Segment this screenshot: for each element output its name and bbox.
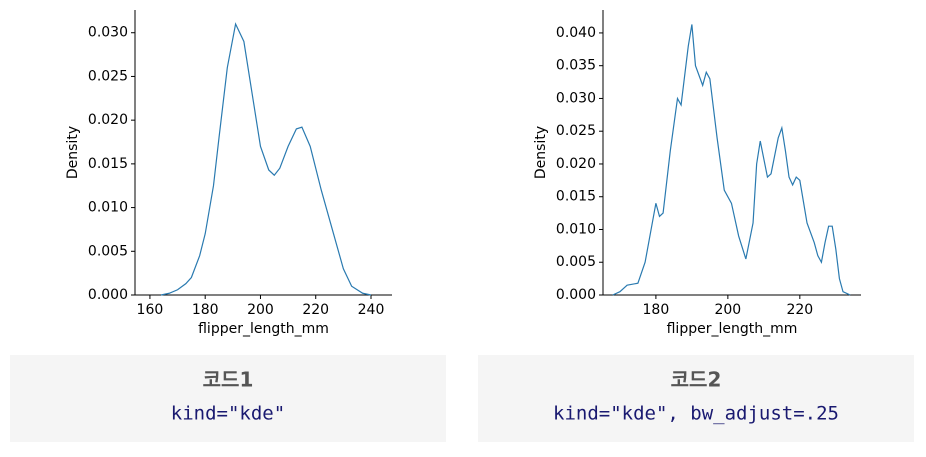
code-box — [10, 355, 446, 442]
code-box — [478, 355, 914, 442]
y-tick-label: 0.010 — [88, 200, 128, 216]
caption-code: kind="kde", bw_adjust=.25 — [553, 403, 839, 425]
y-axis-label: Density — [533, 126, 549, 179]
caption-code: kind="kde" — [171, 403, 285, 425]
y-tick-label: 0.000 — [88, 287, 128, 303]
x-axis-label: flipper_length_mm — [667, 321, 798, 337]
y-tick-label: 0.025 — [88, 68, 128, 84]
y-tick-label: 0.030 — [556, 90, 596, 106]
caption-title: 코드2 — [671, 368, 722, 392]
x-tick-label: 200 — [247, 302, 274, 318]
x-tick-label: 180 — [643, 302, 670, 318]
x-tick-label: 200 — [714, 302, 741, 318]
y-tick-label: 0.030 — [88, 25, 128, 41]
x-tick-label: 180 — [192, 302, 219, 318]
y-tick-label: 0.025 — [556, 123, 596, 139]
y-tick-label: 0.005 — [88, 243, 128, 259]
caption-title: 코드1 — [203, 368, 254, 392]
y-axis-label: Density — [65, 126, 81, 179]
y-tick-label: 0.035 — [556, 58, 596, 74]
x-tick-label: 220 — [302, 302, 329, 318]
y-tick-label: 0.020 — [556, 156, 596, 172]
y-tick-label: 0.015 — [88, 156, 128, 172]
y-tick-label: 0.010 — [556, 221, 596, 237]
kde-line — [612, 24, 851, 296]
y-tick-label: 0.015 — [556, 189, 596, 205]
x-axis-label: flipper_length_mm — [198, 321, 329, 337]
y-tick-label: 0.005 — [556, 254, 596, 270]
y-tick-label: 0.020 — [88, 112, 128, 128]
y-tick-label: 0.040 — [556, 25, 596, 41]
x-tick-label: 160 — [137, 302, 164, 318]
x-tick-label: 220 — [786, 302, 813, 318]
y-tick-label: 0.000 — [556, 287, 596, 303]
x-tick-label: 240 — [358, 302, 385, 318]
kde-line — [160, 22, 372, 296]
